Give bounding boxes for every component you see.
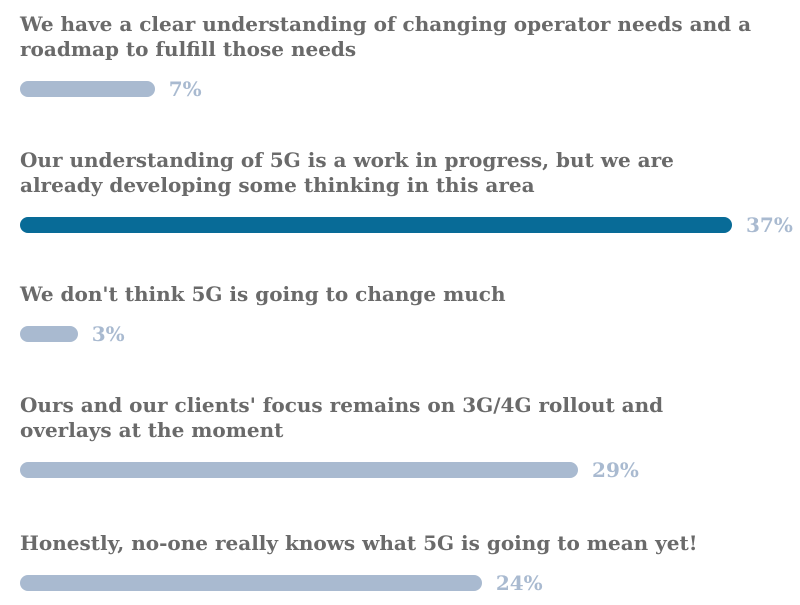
bar-value-label: 3% — [91, 322, 125, 346]
bar-category-label: Ours and our clients' focus remains on 3… — [20, 393, 664, 442]
bar-category-label: Our understanding of 5G is a work in pro… — [20, 148, 674, 197]
bar — [20, 217, 732, 233]
bar-value-label: 29% — [592, 458, 639, 482]
bar — [20, 462, 579, 478]
bar — [20, 575, 482, 591]
bar — [20, 326, 78, 342]
bar-category-label: We have a clear understanding of changin… — [20, 12, 752, 61]
bar-value-label: 24% — [495, 571, 543, 595]
bar-value-label: 7% — [168, 77, 202, 101]
bar-value-label: 37% — [746, 213, 793, 237]
bar-category-label: We don't think 5G is going to change muc… — [20, 282, 506, 306]
bar-category-label: Honestly, no-one really knows what 5G is… — [20, 531, 698, 555]
bar — [20, 81, 155, 97]
